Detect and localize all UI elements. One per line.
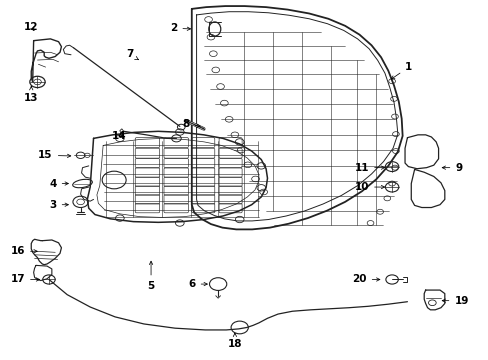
Text: 17: 17 bbox=[10, 274, 40, 284]
Text: 10: 10 bbox=[354, 182, 384, 192]
Text: 13: 13 bbox=[24, 86, 39, 103]
Text: 5: 5 bbox=[147, 261, 154, 291]
Text: 7: 7 bbox=[125, 49, 138, 60]
Text: 14: 14 bbox=[111, 131, 126, 141]
Text: 16: 16 bbox=[11, 246, 37, 256]
Text: 11: 11 bbox=[354, 163, 384, 173]
Text: 8: 8 bbox=[182, 118, 200, 129]
Text: 19: 19 bbox=[441, 296, 468, 306]
Text: 12: 12 bbox=[24, 22, 39, 32]
Text: 6: 6 bbox=[188, 279, 207, 289]
Text: 1: 1 bbox=[390, 62, 411, 79]
Text: 2: 2 bbox=[170, 23, 190, 33]
Text: 15: 15 bbox=[38, 150, 71, 160]
Text: 9: 9 bbox=[441, 163, 462, 173]
Text: 4: 4 bbox=[49, 179, 68, 189]
Text: 20: 20 bbox=[351, 274, 379, 284]
Text: 18: 18 bbox=[227, 333, 242, 350]
Text: 3: 3 bbox=[49, 200, 68, 210]
